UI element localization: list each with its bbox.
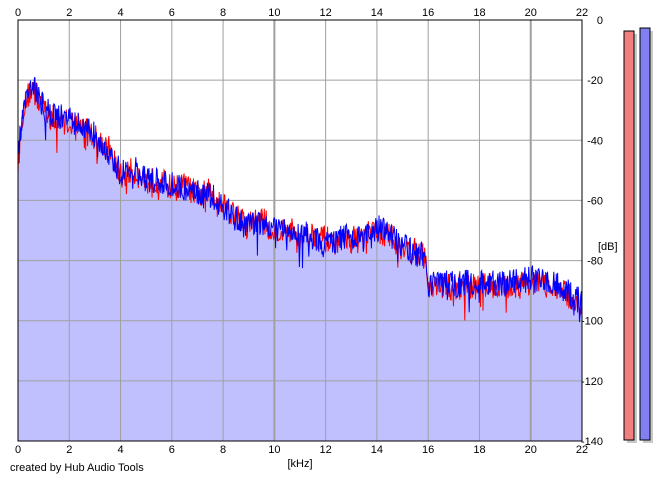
plot-frame [17, 19, 583, 442]
x-tick-label-top: 8 [220, 7, 226, 19]
y-tick-label: -120 [581, 376, 603, 388]
y-tick-label: -140 [581, 436, 603, 448]
x-tick-label-top: 10 [268, 7, 280, 19]
x-tick-label-bottom: 16 [422, 444, 434, 456]
x-tick-label-bottom: 22 [576, 444, 588, 456]
x-tick-label-bottom: 20 [525, 444, 537, 456]
x-tick-label-top: 14 [371, 7, 383, 19]
series-layer [17, 76, 583, 323]
y-tick-label: -60 [587, 195, 603, 207]
x-tick-label-top: 4 [117, 7, 123, 19]
x-ticks-bottom: 0 2 4 6 8 10 12 14 16 18 20 22 [15, 444, 588, 456]
y-tick-label: -20 [587, 75, 603, 87]
x-tick-label-bottom: 2 [66, 444, 72, 456]
x-tick-label-top: 22 [576, 7, 588, 19]
credit-text: created by Hub Audio Tools [10, 462, 144, 474]
channel-meter-bar [623, 30, 635, 441]
series-blue-line [17, 76, 583, 323]
x-tick-label-top: 18 [473, 7, 485, 19]
y-axis-unit-label: [dB] [598, 241, 618, 253]
channel-meters [623, 27, 653, 444]
x-tick-label-bottom: 4 [117, 444, 123, 456]
y-tick-label: -100 [581, 316, 603, 328]
x-tick-label-bottom: 6 [169, 444, 175, 456]
x-tick-label-top: 6 [169, 7, 175, 19]
x-tick-label-bottom: 0 [15, 444, 21, 456]
y-tick-label: -80 [587, 256, 603, 268]
x-tick-label-top: 16 [422, 7, 434, 19]
y-ticks-right: 0 -20 -40 -60 -80 -100 -120 -140 [581, 15, 603, 448]
x-tick-label-top: 2 [66, 7, 72, 19]
x-tick-label-bottom: 14 [371, 444, 383, 456]
x-tick-label-top: 20 [525, 7, 537, 19]
y-tick-label: 0 [597, 15, 603, 27]
x-tick-label-top: 12 [320, 7, 332, 19]
x-tick-label-bottom: 18 [473, 444, 485, 456]
y-tick-label: -40 [587, 135, 603, 147]
x-tick-label-bottom: 8 [220, 444, 226, 456]
x-axis-unit-label: [kHz] [287, 458, 312, 470]
x-tick-label-bottom: 12 [320, 444, 332, 456]
x-tick-label-top: 0 [15, 7, 21, 19]
x-ticks-top: 0 2 4 6 8 10 12 14 16 18 20 22 [15, 7, 588, 19]
channel-meter-bar [639, 27, 651, 441]
x-tick-label-bottom: 10 [268, 444, 280, 456]
